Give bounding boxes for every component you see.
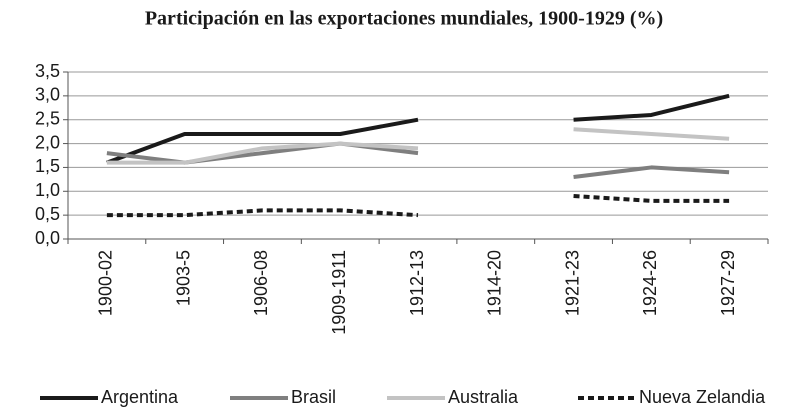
- x-tick-label: 1921-23: [562, 250, 582, 316]
- y-tick-label: 0,5: [35, 204, 60, 224]
- legend-label: Australia: [448, 387, 519, 407]
- y-tick-label: 2,5: [35, 108, 60, 128]
- x-tick-label: 1924-26: [640, 250, 660, 316]
- x-tick-label: 1927-29: [718, 250, 738, 316]
- y-tick-label: 1,0: [35, 180, 60, 200]
- line: [106, 93, 730, 165]
- x-tick-label: 1914-20: [485, 250, 505, 316]
- x-tick-label: 1912-13: [407, 250, 427, 316]
- line: [106, 194, 730, 218]
- legend-label: Nueva Zelandia: [639, 387, 766, 407]
- y-tick-label: 0,0: [35, 228, 60, 248]
- y-tick-label: 3,0: [35, 85, 60, 105]
- y-tick-label: 3,5: [35, 61, 60, 81]
- x-tick-label: 1900-02: [96, 250, 116, 316]
- x-tick-label: 1906-08: [251, 250, 271, 316]
- x-tick-label: 1903-5: [173, 250, 193, 306]
- y-tick-label: 1,5: [35, 156, 60, 176]
- line: [106, 127, 730, 165]
- x-tick-label: 1909-1911: [329, 250, 349, 335]
- legend-label: Brasil: [291, 387, 336, 407]
- legend-label: Argentina: [101, 387, 179, 407]
- y-tick-label: 2,0: [35, 132, 60, 152]
- chart-title: Participación en las exportaciones mundi…: [145, 8, 663, 30]
